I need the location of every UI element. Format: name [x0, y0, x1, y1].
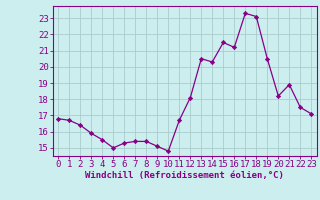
X-axis label: Windchill (Refroidissement éolien,°C): Windchill (Refroidissement éolien,°C)	[85, 171, 284, 180]
